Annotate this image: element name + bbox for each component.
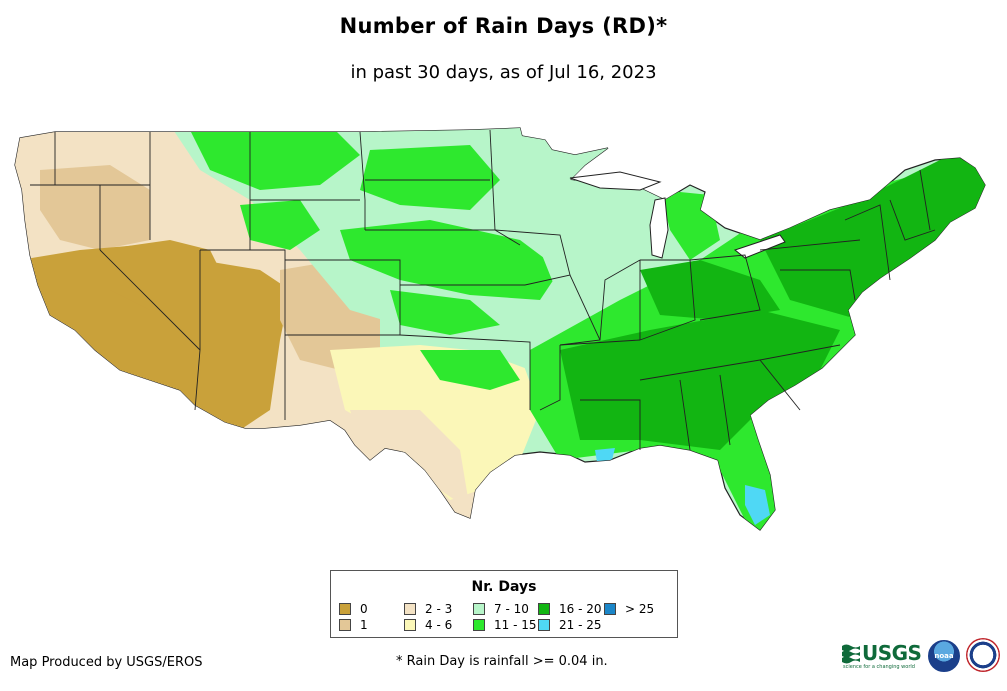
- map-subtitle: in past 30 days, as of Jul 16, 2023: [350, 62, 657, 83]
- zone-wyoming-green: [240, 200, 320, 250]
- legend-label: 16 - 20: [559, 602, 602, 616]
- legend-item-1: 1: [339, 618, 368, 632]
- legend-item-8: > 25: [604, 602, 654, 616]
- legend-item-5: 11 - 15: [473, 618, 537, 632]
- zone-nw-tan: [40, 165, 150, 250]
- lake-superior: [569, 171, 662, 191]
- zone-nebraska-green: [340, 220, 560, 300]
- legend-swatch: [339, 619, 351, 631]
- zone-dakota-green: [360, 145, 500, 210]
- map-title: Number of Rain Days (RD)*: [339, 14, 668, 38]
- legend-label: 2 - 3: [425, 602, 453, 616]
- legend-title: Nr. Days: [471, 579, 537, 595]
- zone-ohio-valley-dark: [640, 260, 780, 320]
- zone-gulf-cyan: [595, 448, 615, 462]
- legend-swatch: [538, 603, 550, 615]
- legend-label: 21 - 25: [559, 618, 602, 632]
- legend-label: 4 - 6: [425, 618, 453, 632]
- usgs-tagline: science for a changing world: [843, 664, 915, 670]
- lake-michigan: [649, 197, 669, 259]
- legend-item-7: 21 - 25: [538, 618, 602, 632]
- legend-swatch: [404, 619, 416, 631]
- zone-southeast-dark: [560, 310, 840, 450]
- legend-swatch: [538, 619, 550, 631]
- zone-northeast-dark: [760, 150, 985, 320]
- legend-label: 0: [360, 602, 368, 616]
- zone-oklahoma-green: [420, 350, 520, 390]
- legend-swatch: [604, 603, 616, 615]
- legend-item-3: 4 - 6: [404, 618, 452, 632]
- usgs-logo-icon: USGS: [842, 641, 922, 665]
- legend-item-6: 16 - 20: [538, 602, 602, 616]
- legend-label: 11 - 15: [494, 618, 537, 632]
- zone-kansas-green: [390, 290, 500, 335]
- noaa-logo-icon: noaa: [928, 640, 960, 672]
- legend-item-4: 7 - 10: [473, 602, 529, 616]
- legend-item-0: 0: [339, 602, 368, 616]
- rain-days-map: [0, 110, 1007, 550]
- legend-swatch: [473, 603, 485, 615]
- legend-label: > 25: [625, 602, 655, 616]
- state-boundaries: [30, 129, 936, 451]
- zone-montana-green: [190, 128, 360, 190]
- rainfall-zones: [15, 128, 985, 530]
- legend-item-2: 2 - 3: [404, 602, 452, 616]
- usgs-wave-icon: [842, 644, 860, 664]
- zone-nevada-zero: [100, 240, 230, 320]
- usgs-logo-text: USGS: [862, 641, 922, 665]
- legend-label: 7 - 10: [494, 602, 529, 616]
- legend-swatch: [404, 603, 416, 615]
- conus-map-svg: [14, 127, 986, 531]
- noaa-logo-text: noaa: [934, 652, 954, 660]
- rain-day-footnote: * Rain Day is rainfall >= 0.04 in.: [396, 654, 608, 669]
- agency-logos: USGS science for a changing world noaa: [842, 638, 1002, 678]
- map-credit: Map Produced by USGS/EROS: [10, 655, 203, 670]
- legend-swatch: [339, 603, 351, 615]
- nws-logo-icon: [966, 638, 1000, 672]
- legend-label: 1: [360, 618, 368, 632]
- zone-florida-cyan: [745, 485, 770, 525]
- legend: Nr. Days 0 1 2 - 3 4 - 6 7 - 10 11 - 15 …: [330, 570, 678, 638]
- legend-swatch: [473, 619, 485, 631]
